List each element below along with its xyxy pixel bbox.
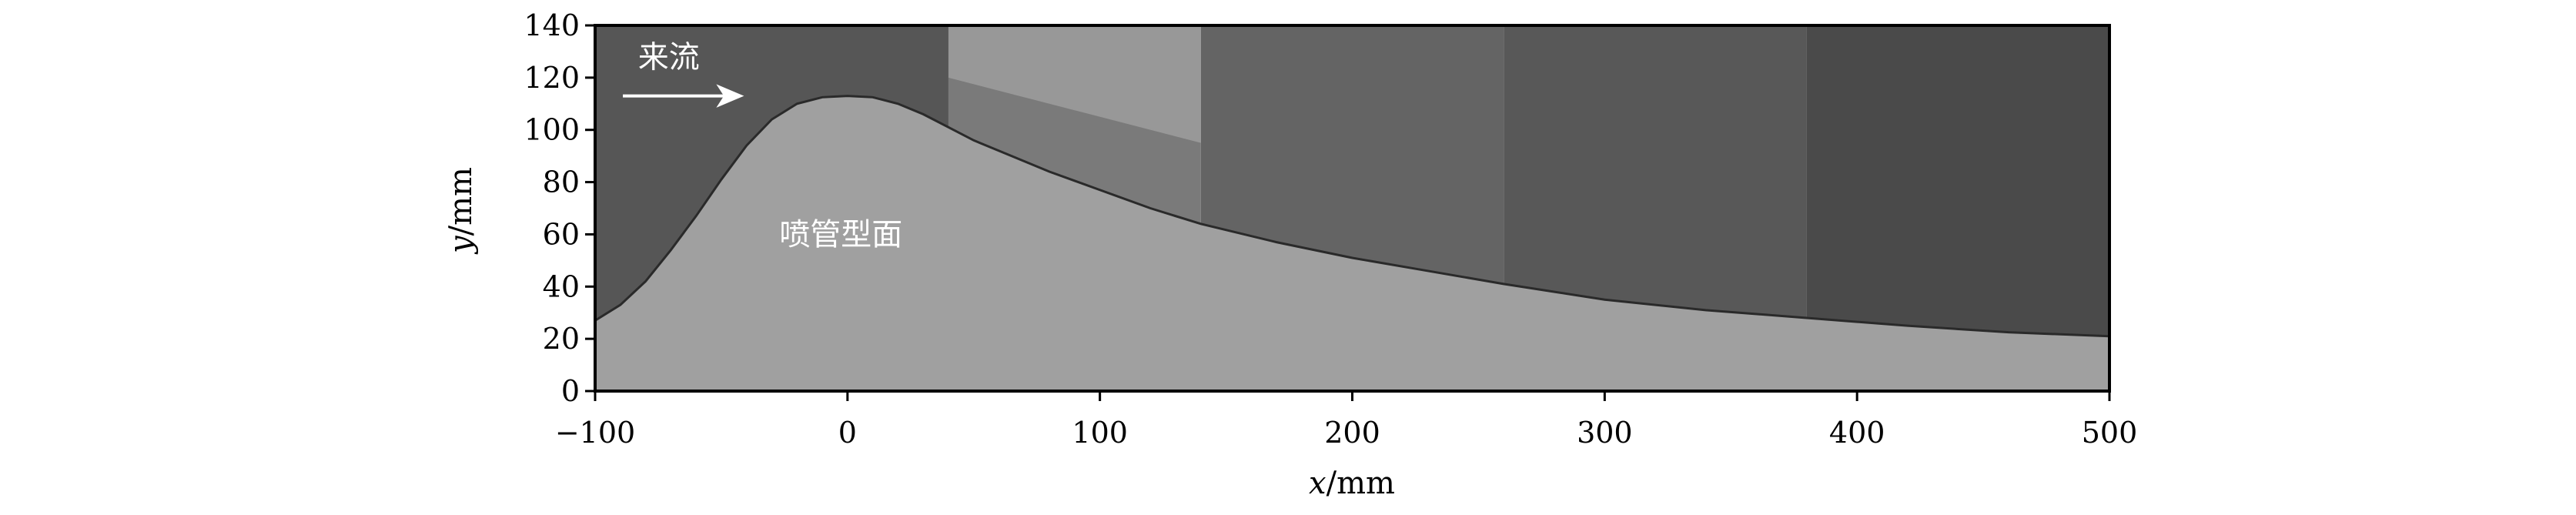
x-tick-label: 400 [1829, 416, 1885, 450]
y-axis-label: y/mm [443, 167, 479, 255]
x-tick-label: 500 [2082, 416, 2138, 450]
bright-glare [948, 25, 1201, 143]
x-tick-label: 200 [1324, 416, 1380, 450]
y-tick-label: 60 [543, 217, 580, 251]
x-tick-label: −100 [555, 416, 635, 450]
arrow-head [716, 84, 744, 108]
y-tick-label: 140 [524, 8, 580, 42]
flow-arrow-icon [623, 84, 744, 108]
x-axis-ticks: −100 0 100 200 300 400 500 [555, 391, 2137, 450]
y-tick-label: 100 [524, 113, 580, 147]
profile-edge-line [594, 95, 2110, 338]
y-tick-label: 120 [524, 61, 580, 95]
y-axis-ticks: 0 20 40 60 80 100 120 140 [524, 8, 595, 408]
y-tick-label: 20 [543, 322, 580, 356]
y-tick-label: 0 [561, 374, 580, 408]
y-tick-label: 40 [543, 269, 580, 303]
profile-label: 喷管型面 [779, 217, 902, 252]
x-tick-label: 100 [1072, 416, 1128, 450]
nozzle-profile-area [595, 95, 2109, 391]
x-axis-label: x/mm [1309, 466, 1395, 501]
x-tick-label: 300 [1577, 416, 1633, 450]
flow-label: 来流 [638, 39, 700, 75]
y-tick-label: 80 [543, 166, 580, 199]
x-tick-label: 0 [838, 416, 857, 450]
